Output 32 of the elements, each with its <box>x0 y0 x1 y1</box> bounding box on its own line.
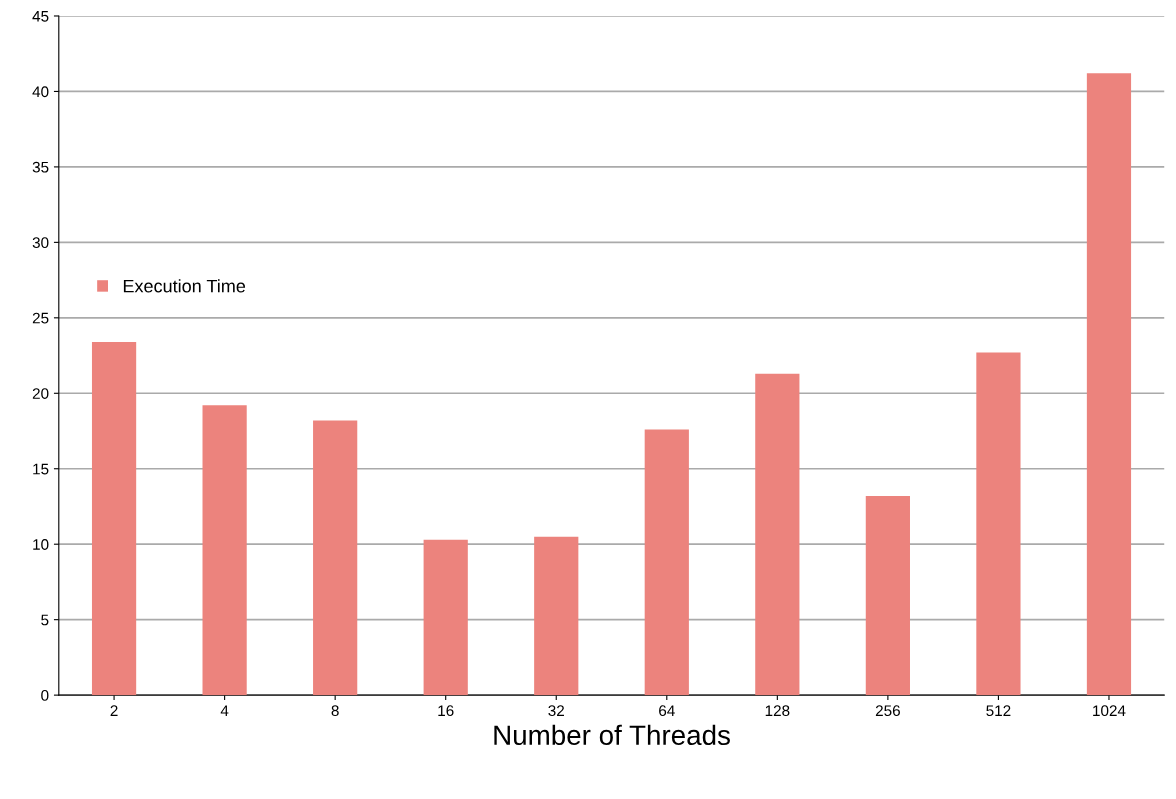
y-tick-label: 25 <box>32 312 49 324</box>
y-tick-label: 5 <box>41 614 49 626</box>
x-tick-label: 4 <box>220 705 229 716</box>
y-tick-label: 40 <box>32 86 49 98</box>
x-tick-label: 512 <box>986 705 1011 717</box>
x-tick-label: 16 <box>438 705 454 717</box>
bar <box>976 352 1021 696</box>
y-tick-label: 15 <box>33 463 49 475</box>
legend-label: Execution Time <box>123 279 246 293</box>
bar <box>865 495 910 696</box>
x-tick-label: 64 <box>659 705 675 717</box>
x-tick-label: 1024 <box>1093 705 1126 717</box>
x-tick-label: 32 <box>548 705 564 717</box>
y-tick-label: 45 <box>32 11 49 22</box>
x-tick-label: 2 <box>110 705 118 716</box>
bar <box>644 429 689 696</box>
bar <box>202 405 247 696</box>
bar <box>313 420 358 696</box>
y-tick-label: 10 <box>33 539 49 550</box>
y-tick-label: 20 <box>32 388 49 399</box>
bar <box>755 373 800 696</box>
bar <box>1086 73 1132 696</box>
y-tick-label: 30 <box>32 237 49 249</box>
x-tick-label: 256 <box>875 705 900 717</box>
bar <box>534 536 579 696</box>
x-tick-label: 8 <box>331 705 339 717</box>
y-tick-label: 0 <box>41 690 49 701</box>
bar <box>423 539 468 696</box>
x-tick-label: 128 <box>765 705 790 717</box>
bar <box>91 341 137 696</box>
y-tick-label: 35 <box>32 161 49 173</box>
x-axis-title: Number of Threads <box>494 724 730 746</box>
